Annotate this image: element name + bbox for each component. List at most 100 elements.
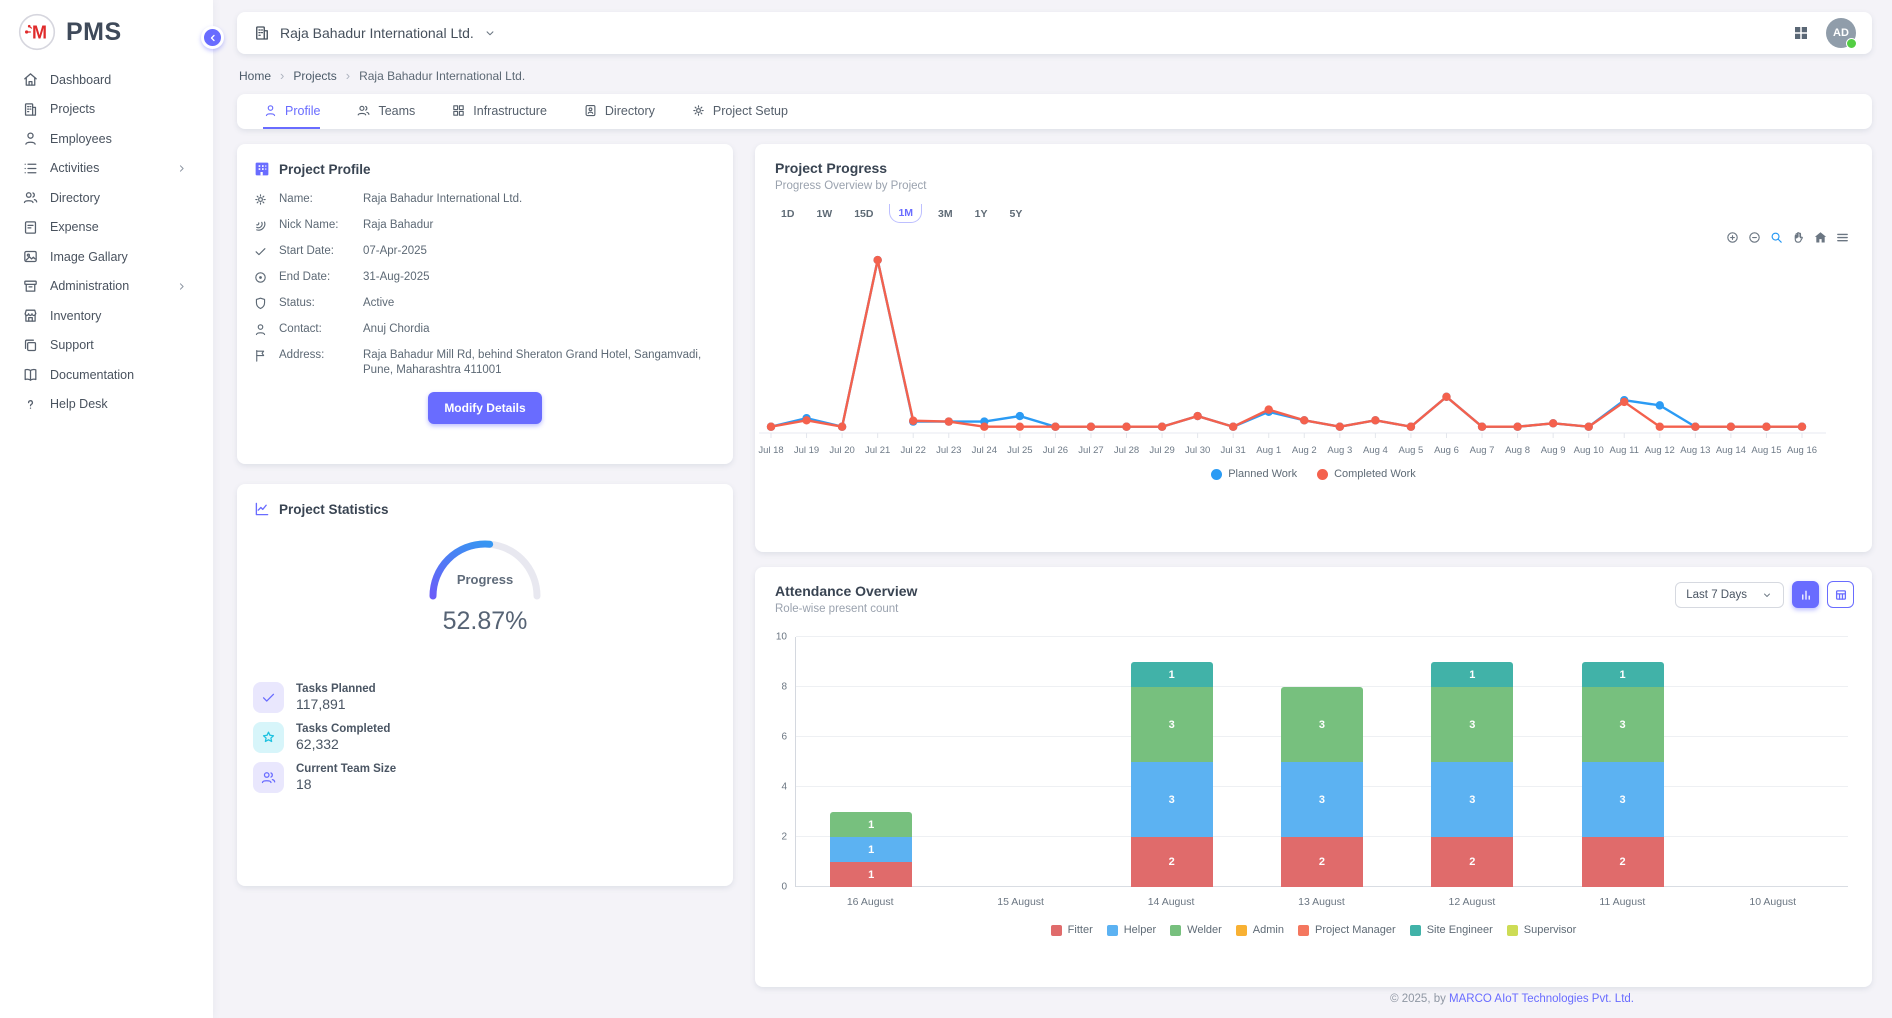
sidebar-item-projects[interactable]: Projects xyxy=(0,95,213,125)
sidebar-item-expense[interactable]: Expense xyxy=(0,213,213,243)
bar-segment: 2 xyxy=(1281,837,1363,887)
range-1w[interactable]: 1W xyxy=(810,205,838,223)
range-1y[interactable]: 1Y xyxy=(969,205,994,223)
sidebar-item-dashboard[interactable]: Dashboard xyxy=(0,65,213,95)
tab-directory[interactable]: Directory xyxy=(583,94,655,129)
users-icon xyxy=(260,769,277,786)
sidebar-item-activities[interactable]: Activities xyxy=(0,154,213,184)
sidebar-item-support[interactable]: Support xyxy=(0,331,213,361)
range-1d[interactable]: 1D xyxy=(775,205,800,223)
barchart-icon xyxy=(1799,588,1813,602)
sidebar-item-documentation[interactable]: Documentation xyxy=(0,360,213,390)
project-statistics-card: Project Statistics Progress 52.87% xyxy=(237,484,733,886)
sidebar-item-directory[interactable]: Directory xyxy=(0,183,213,213)
legend-item-completed-work[interactable]: Completed Work xyxy=(1317,468,1416,480)
legend-marker xyxy=(1317,469,1328,480)
menu-icon[interactable] xyxy=(1835,230,1850,245)
tab-project-setup[interactable]: Project Setup xyxy=(691,94,788,129)
bar-segment: 3 xyxy=(1281,762,1363,837)
tab-teams[interactable]: Teams xyxy=(356,94,415,129)
range-5y[interactable]: 5Y xyxy=(1003,205,1028,223)
sidebar-item-administration[interactable]: Administration xyxy=(0,272,213,302)
svg-text:Jul 29: Jul 29 xyxy=(1149,445,1174,456)
field-value: Raja Bahadur Mill Rd, behind Sheraton Gr… xyxy=(363,348,717,378)
y-tick-label: 6 xyxy=(781,732,787,743)
legend-item-supervisor[interactable]: Supervisor xyxy=(1507,924,1577,936)
attendance-overview-card: Attendance Overview Role-wise present co… xyxy=(755,567,1872,987)
range-1m[interactable]: 1M xyxy=(889,204,922,223)
sidebar-item-inventory[interactable]: Inventory xyxy=(0,301,213,331)
y-tick-label: 4 xyxy=(781,782,787,793)
selection-zoom-icon[interactable] xyxy=(1769,230,1784,245)
chart-view-button[interactable] xyxy=(1792,581,1819,608)
sidebar-item-label: Administration xyxy=(50,279,129,293)
bar-segment: 3 xyxy=(1281,687,1363,762)
brand-logo-icon: M xyxy=(18,13,56,51)
legend-item-admin[interactable]: Admin xyxy=(1236,924,1284,936)
sidebar-collapse-button[interactable] xyxy=(201,26,224,49)
legend-marker xyxy=(1410,925,1421,936)
bar-segment: 2 xyxy=(1582,837,1664,887)
time-range-selector: 1D 1W 15D 1M 3M 1Y 5Y xyxy=(755,192,1872,223)
x-axis-label: 11 August xyxy=(1547,896,1697,908)
legend-label: Fitter xyxy=(1068,924,1093,936)
x-axis-label: 14 August xyxy=(1096,896,1246,908)
x-axis-label: 16 August xyxy=(795,896,945,908)
legend-marker xyxy=(1107,925,1118,936)
bar-chart-legend: Fitter Helper Welder Admin Project Manager Si… xyxy=(755,924,1872,936)
main-content: Raja Bahadur International Ltd. AD Home … xyxy=(213,0,1892,1018)
pan-icon[interactable] xyxy=(1791,230,1806,245)
breadcrumb-projects[interactable]: Projects xyxy=(293,69,336,83)
list-icon xyxy=(22,160,39,177)
profile-fields: Name:Raja Bahadur International Ltd.Nick… xyxy=(237,178,733,378)
x-axis-label: 12 August xyxy=(1397,896,1547,908)
sidebar-item-employees[interactable]: Employees xyxy=(0,124,213,154)
range-3m[interactable]: 3M xyxy=(932,205,959,223)
legend-item-project-manager[interactable]: Project Manager xyxy=(1298,924,1396,936)
tab-profile[interactable]: Profile xyxy=(263,94,320,129)
bar-segment: 1 xyxy=(830,837,912,862)
copies-icon xyxy=(22,337,39,354)
sidebar-item-help-desk[interactable]: Help Desk xyxy=(0,390,213,420)
legend-marker xyxy=(1298,925,1309,936)
legend-item-planned-work[interactable]: Planned Work xyxy=(1211,468,1297,480)
legend-item-welder[interactable]: Welder xyxy=(1170,924,1222,936)
svg-text:Aug 6: Aug 6 xyxy=(1434,445,1459,456)
zoom-out-icon[interactable] xyxy=(1747,230,1762,245)
tab-infrastructure[interactable]: Infrastructure xyxy=(451,94,547,129)
stat-value: 117,891 xyxy=(296,696,376,712)
tab-label: Infrastructure xyxy=(473,104,547,118)
reset-zoom-home-icon[interactable] xyxy=(1813,230,1828,245)
sidebar-nav: Dashboard ProjectsEmployeesActivitiesDire… xyxy=(0,65,213,419)
apps-grid-icon[interactable] xyxy=(1792,24,1810,42)
table-view-button[interactable] xyxy=(1827,581,1854,608)
legend-item-helper[interactable]: Helper xyxy=(1107,924,1156,936)
range-15d[interactable]: 15D xyxy=(848,205,879,223)
svg-text:Jul 18: Jul 18 xyxy=(758,445,783,456)
project-progress-chart[interactable]: Jul 18Jul 19Jul 20Jul 21Jul 22Jul 23Jul … xyxy=(755,225,1872,468)
legend-label: Admin xyxy=(1253,924,1284,936)
sidebar-item-label: Dashboard xyxy=(50,73,111,87)
building-icon xyxy=(253,24,271,42)
zoom-in-icon[interactable] xyxy=(1725,230,1740,245)
svg-text:Jul 28: Jul 28 xyxy=(1114,445,1139,456)
field-value: Raja Bahadur xyxy=(363,218,717,233)
bar-segment-value: 3 xyxy=(1469,794,1475,806)
project-selector[interactable]: Raja Bahadur International Ltd. xyxy=(253,24,497,42)
sidebar-item-label: Image Gallary xyxy=(50,250,128,264)
modify-details-button[interactable]: Modify Details xyxy=(428,392,541,424)
profile-field-contact: Contact:Anuj Chordia xyxy=(253,322,717,337)
legend-item-site-engineer[interactable]: Site Engineer xyxy=(1410,924,1493,936)
legend-marker xyxy=(1507,925,1518,936)
sidebar-item-image-gallary[interactable]: Image Gallary xyxy=(0,242,213,272)
gear-icon xyxy=(253,192,268,207)
legend-label: Site Engineer xyxy=(1427,924,1493,936)
user-avatar[interactable]: AD xyxy=(1826,18,1856,48)
profile-field-start-date: Start Date:07-Apr-2025 xyxy=(253,244,717,259)
svg-text:Jul 26: Jul 26 xyxy=(1043,445,1068,456)
company-link[interactable]: MARCO AIoT Technologies Pvt. Ltd. xyxy=(1449,993,1634,1005)
attendance-range-select[interactable]: Last 7 Days xyxy=(1675,582,1784,608)
breadcrumb-home[interactable]: Home xyxy=(239,69,271,83)
legend-item-fitter[interactable]: Fitter xyxy=(1051,924,1093,936)
y-tick-label: 0 xyxy=(781,882,787,893)
